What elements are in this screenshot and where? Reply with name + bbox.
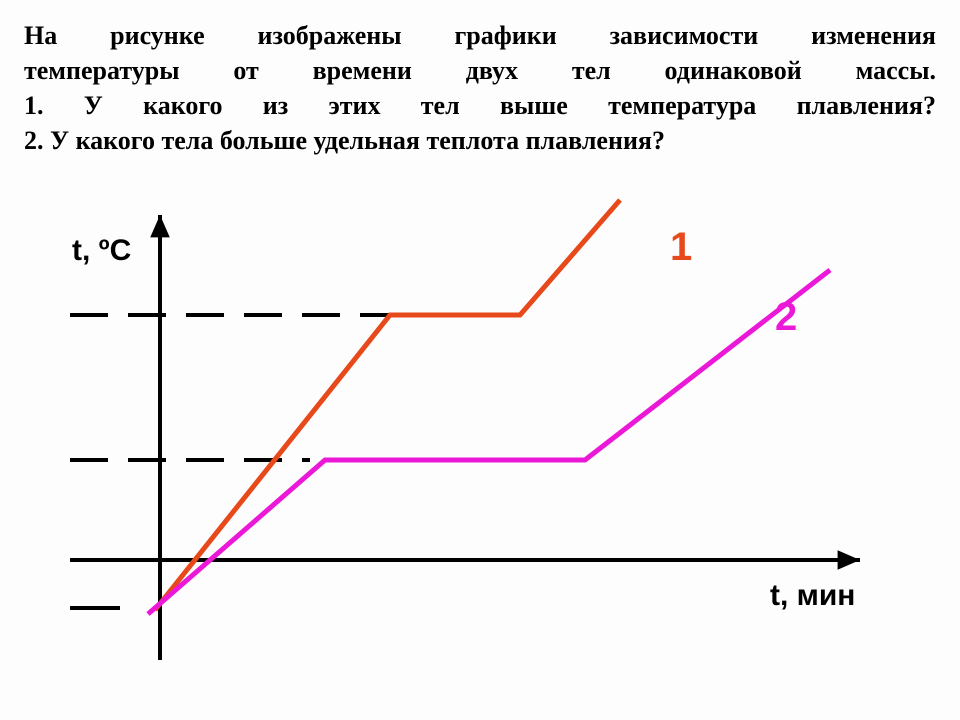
- chart-container: 1 2 t, мин t, ºC: [40, 200, 920, 700]
- y-axis-arrow: [150, 215, 170, 237]
- series-label-1: 1: [670, 225, 692, 269]
- question-line: 2. У какого тела больше удельная теплота…: [24, 123, 936, 158]
- y-axis-label: t, ºC: [72, 234, 131, 267]
- x-axis-arrow: [838, 550, 860, 570]
- question-block: На рисунке изображены графики зависимост…: [24, 18, 936, 158]
- question-line: температуры от времени двух тел одинаков…: [24, 53, 936, 88]
- question-line: 1. У какого из этих тел выше температура…: [24, 88, 936, 123]
- chart-svg: 1 2 t, мин t, ºC: [40, 200, 920, 700]
- question-line: На рисунке изображены графики зависимост…: [24, 18, 936, 53]
- series-line-2: [148, 270, 830, 614]
- x-axis-label: t, мин: [770, 579, 855, 612]
- series-label-2: 2: [775, 295, 797, 339]
